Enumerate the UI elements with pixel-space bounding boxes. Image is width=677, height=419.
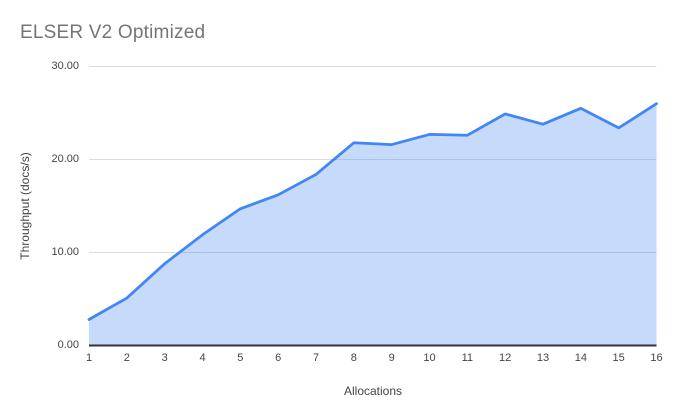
gridlines bbox=[89, 66, 657, 253]
x-tick-label: 8 bbox=[350, 352, 357, 364]
throughput-line bbox=[87, 102, 658, 321]
y-tick-label: 10.00 bbox=[51, 246, 79, 258]
x-axis-title: Allocations bbox=[343, 384, 403, 398]
x-tick-label: 3 bbox=[161, 352, 168, 364]
x-tick-label: 13 bbox=[536, 352, 550, 364]
x-tick-label: 7 bbox=[312, 352, 320, 364]
y-tick-label: 30.00 bbox=[51, 60, 79, 72]
x-tick-label: 12 bbox=[499, 352, 512, 364]
chart-title: ELSER V2 Optimized bbox=[20, 22, 206, 43]
x-tick-label: 10 bbox=[423, 352, 436, 364]
x-tick-label: 2 bbox=[123, 352, 130, 364]
x-tick-label: 11 bbox=[461, 352, 474, 364]
y-axis-title: Throughput (docs/s) bbox=[18, 152, 32, 260]
x-tick-label: 16 bbox=[650, 352, 663, 364]
x-tick-label: 1 bbox=[85, 352, 93, 364]
x-tick-label: 14 bbox=[574, 352, 587, 364]
x-tick-label: 9 bbox=[388, 352, 395, 364]
area-fill bbox=[89, 103, 657, 346]
x-tick-label: 4 bbox=[199, 352, 206, 364]
y-tick-label: 20.00 bbox=[51, 153, 79, 165]
x-tick-label: 15 bbox=[612, 352, 625, 364]
x-tick-label: 5 bbox=[237, 352, 244, 364]
x-tick-label: 6 bbox=[275, 352, 282, 364]
y-tick-label: 0.00 bbox=[57, 339, 79, 351]
